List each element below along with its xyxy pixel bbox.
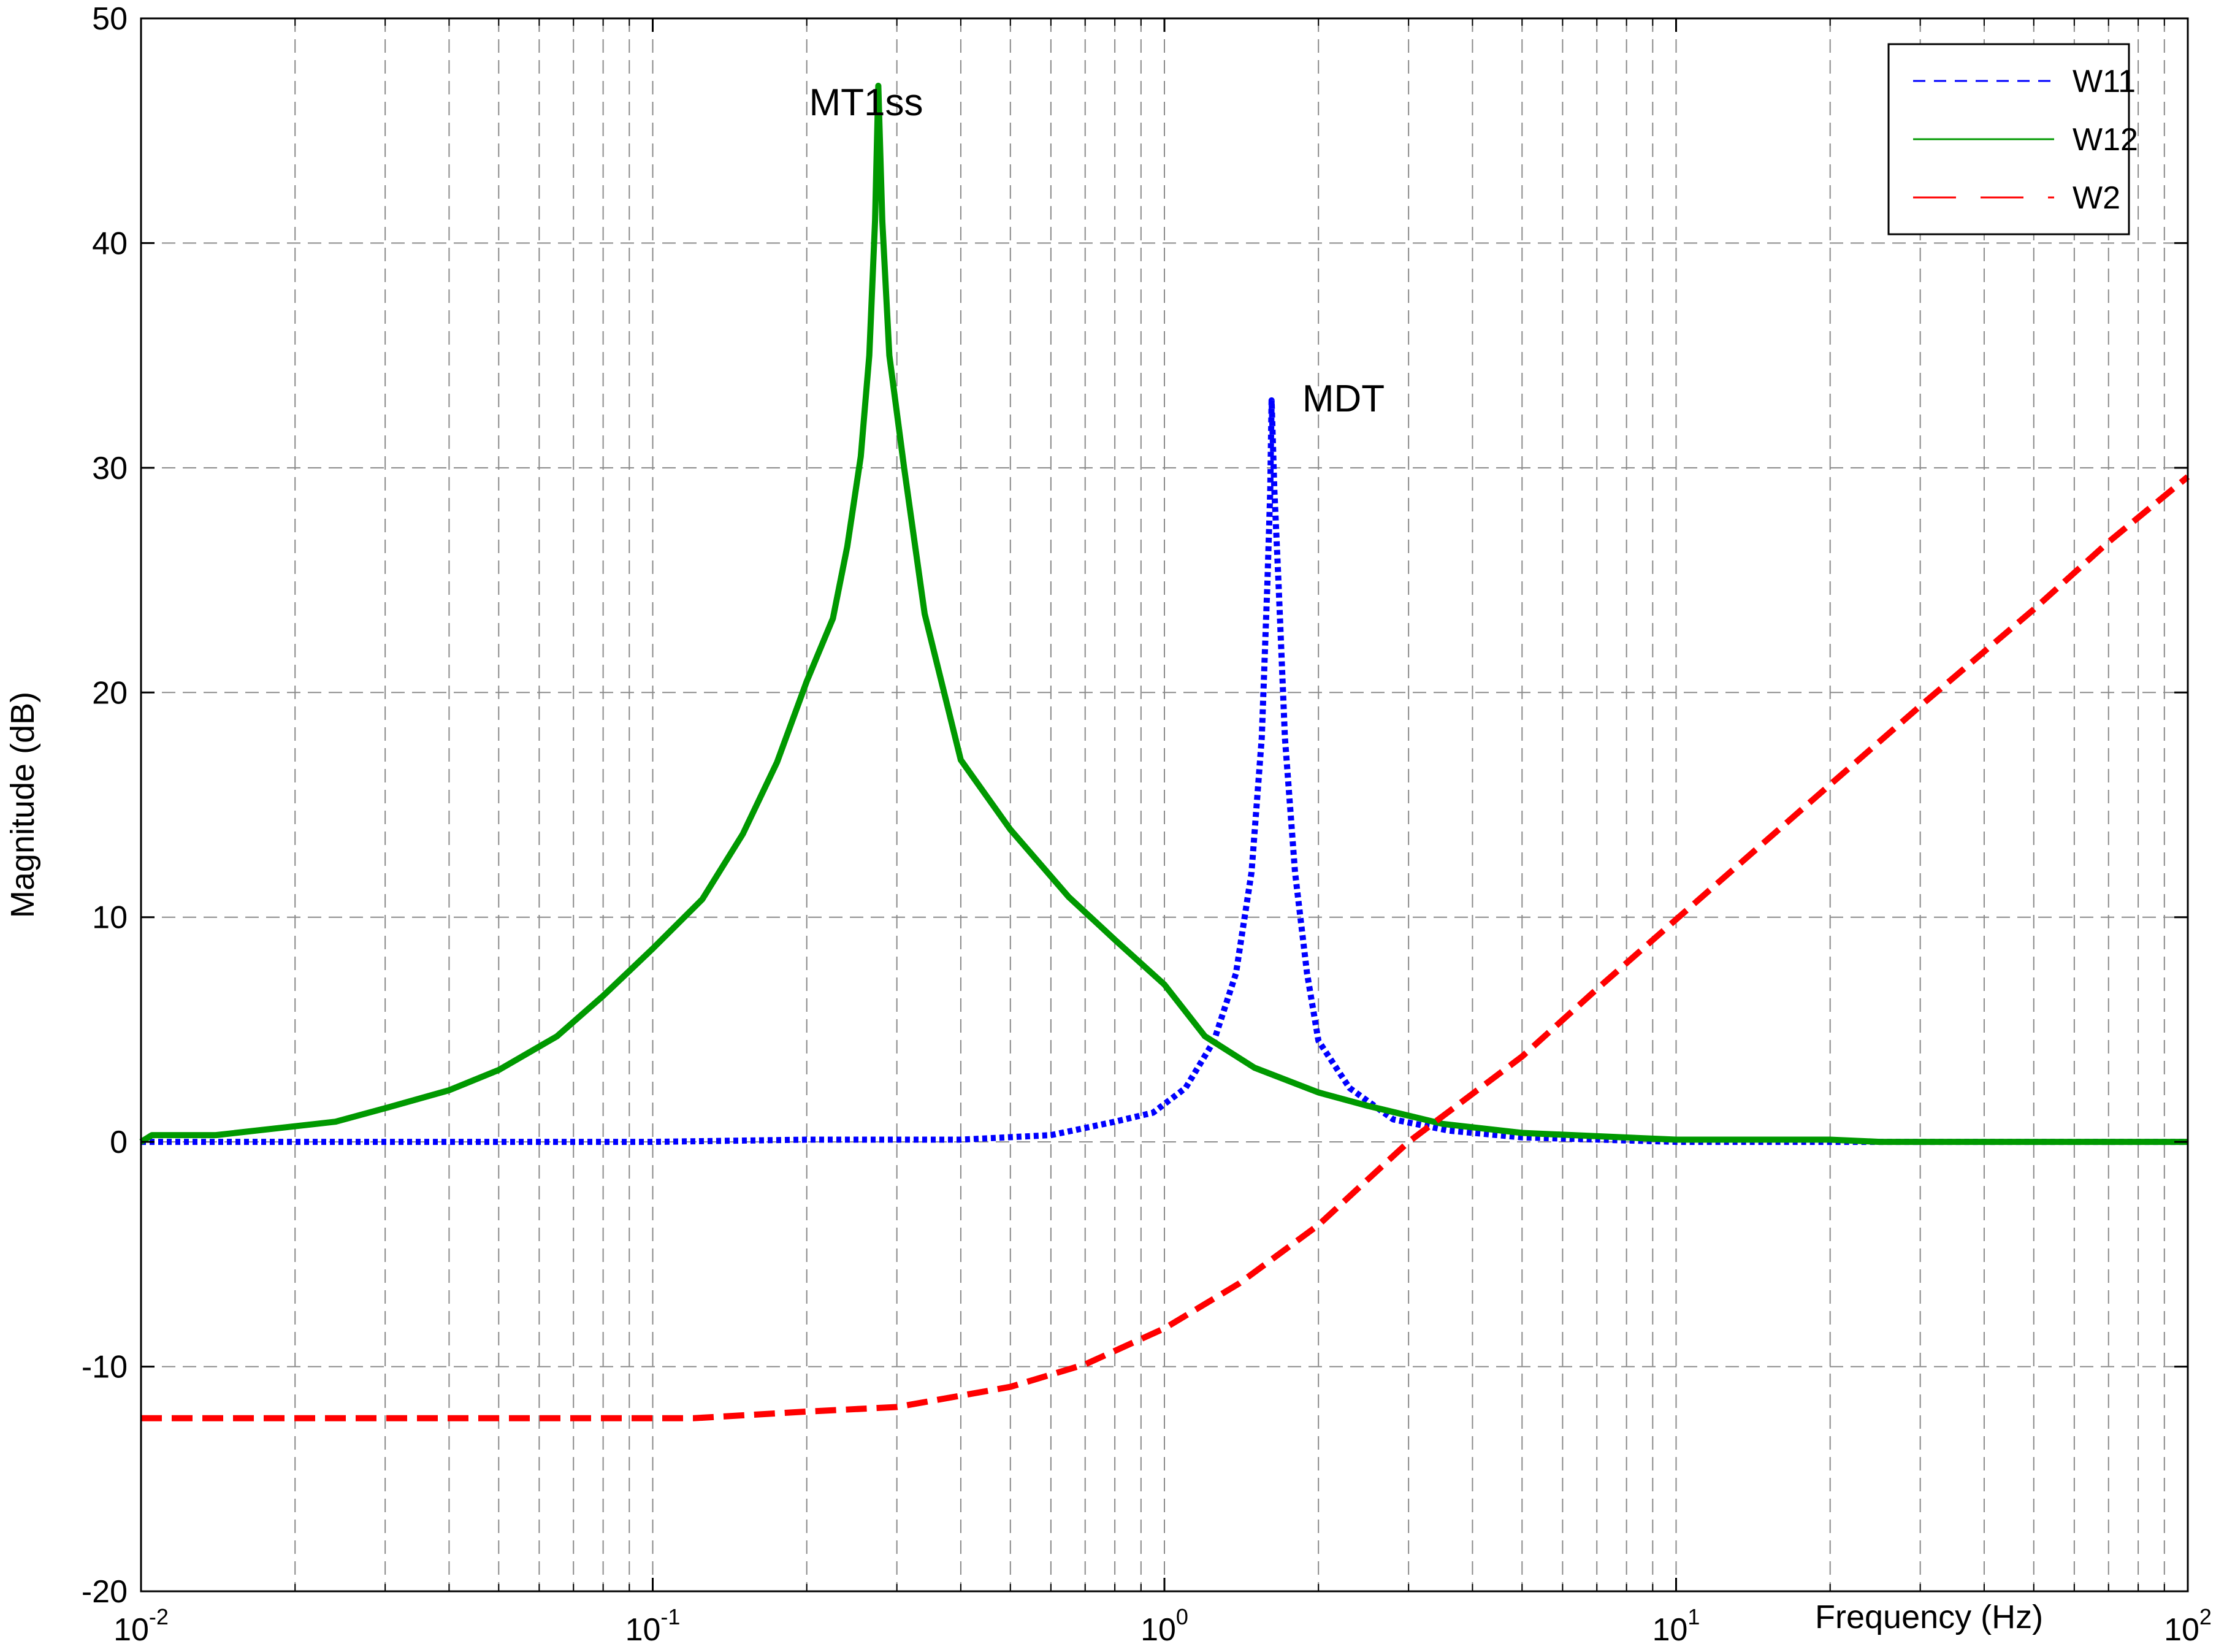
y-tick-label: -20 (82, 1574, 128, 1610)
y-tick-label: 30 (92, 451, 128, 486)
x-axis-label: Frequency (Hz) (1815, 1599, 2043, 1635)
x-tick-label: 101 (1652, 1604, 1700, 1648)
y-axis-label: Magnitude (dB) (4, 692, 41, 918)
y-tick-label: 40 (92, 226, 128, 261)
legend-label-w2: W2 (2073, 180, 2120, 216)
annotation-mdt: MDT (1302, 378, 1385, 420)
legend-label-w11: W11 (2073, 64, 2136, 99)
series-layer (139, 82, 2190, 1421)
legend: W11 W12 W2 (1887, 43, 2138, 235)
x-tick-label: 10-2 (113, 1604, 169, 1648)
y-tick-label: 0 (110, 1125, 128, 1160)
series-line-w12 (139, 82, 2188, 1145)
annotations: MT1ss MDT (809, 82, 1385, 420)
x-tick-label: 10-1 (625, 1604, 681, 1648)
y-tick-label: -10 (82, 1350, 128, 1385)
x-tick-label: 100 (1140, 1604, 1188, 1648)
legend-label-w12: W12 (2073, 122, 2138, 158)
y-tick-label: 50 (92, 1, 128, 37)
y-tick-label: 20 (92, 675, 128, 711)
axis-ticks: -20 -10 0 10 20 30 40 50 10-2 10-1 100 101 102 (82, 1, 2212, 1648)
x-tick-label: 102 (2164, 1604, 2212, 1648)
grid-minor-lines (294, 18, 2165, 1591)
y-tick-label: 10 (92, 900, 128, 936)
annotation-mt1ss: MT1ss (809, 82, 923, 124)
